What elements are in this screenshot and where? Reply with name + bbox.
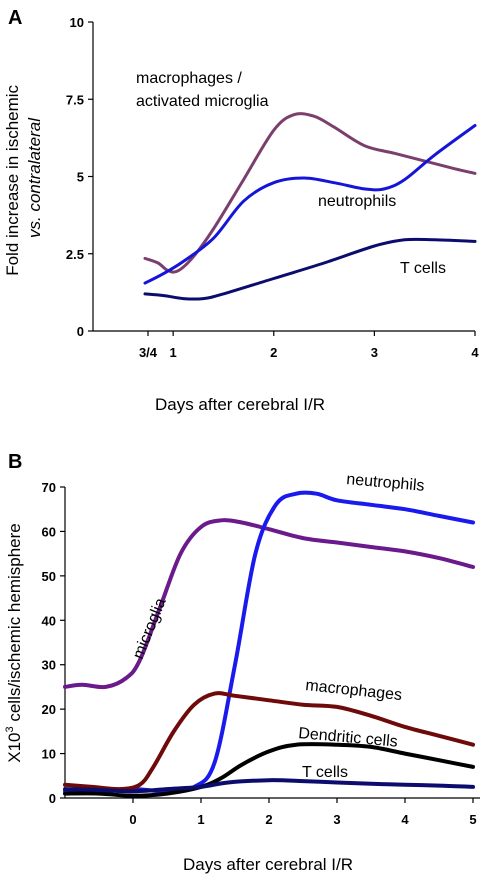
panel-b-label-neutrophils: neutrophils	[346, 471, 425, 495]
y-tick-label: 0	[49, 791, 56, 806]
x-tick-label: 2	[265, 812, 272, 827]
panel-b-x-ticks: 0 1 2 3 4 5	[129, 798, 477, 827]
panel-a-y-axis-title-line1: Fold increase in ischemic	[3, 84, 22, 275]
panel-a-letter: A	[8, 7, 22, 29]
x-tick-label: 3	[371, 345, 378, 360]
series-line-0	[63, 518, 475, 690]
y-tick-label: 0	[77, 324, 84, 339]
y-tick-label: 7.5	[66, 92, 84, 107]
y-tick-label: 20	[42, 702, 56, 717]
series-line-1	[63, 490, 475, 794]
y-tick-label: 40	[42, 613, 56, 628]
panel-b-y-axis-title-main: X10	[5, 733, 24, 763]
series-line-0	[143, 112, 477, 274]
panel-b-y-axis-title-rest: cells/ischemic hemisphere	[5, 523, 24, 726]
x-tick-label: 3	[333, 812, 340, 827]
y-tick-label: 2.5	[66, 247, 84, 262]
panel-b-y-ticks: 0 10 20 30 40 50 60 70	[42, 480, 65, 806]
panel-b-x-axis-title: Days after cerebral I/R	[183, 855, 353, 874]
y-tick-label: 5	[77, 170, 84, 185]
y-tick-label: 50	[42, 569, 56, 584]
series-line-2	[63, 691, 475, 792]
series-line-1	[143, 124, 477, 285]
panel-b-letter: B	[8, 451, 22, 473]
y-tick-label: 70	[42, 480, 56, 495]
x-tick-label: 4	[471, 345, 479, 360]
panel-b-y-axis-title: X103 cells/ischemic hemisphere	[4, 523, 24, 763]
panel-a-x-axis-title: Days after cerebral I/R	[155, 395, 325, 414]
panel-b-y-axis-title-sup: 3	[4, 726, 16, 732]
y-tick-label: 60	[42, 524, 56, 539]
y-tick-label: 10	[42, 747, 56, 762]
panel-a-y-ticks: 0 2.5 5 7.5 10	[66, 15, 93, 339]
panel-b-label-t-cells: T cells	[302, 764, 348, 781]
panel-a-y-axis-title-line2: vs. contralateral	[25, 117, 44, 238]
panel-a: 0 2.5 5 7.5 10 3/4 1 2 3 4 Days after cerebral I…	[3, 15, 479, 414]
series-line-4	[63, 778, 475, 794]
series-line-2	[143, 237, 477, 301]
panel-a-series	[143, 112, 477, 301]
panel-b-label-macrophages: macrophages	[305, 677, 403, 704]
panel-b: 0 10 20 30 40 50 60 70 0 1 2 3 4 5 Days after cerebr…	[4, 471, 480, 874]
panel-a-label-macrophages-line1: macrophages /	[136, 70, 242, 87]
x-tick-label: 0	[129, 812, 136, 827]
panel-a-x-ticks: 3/4 1 2 3 4	[139, 331, 479, 360]
x-tick-label: 5	[469, 812, 476, 827]
panel-a-label-neutrophils: neutrophils	[318, 193, 396, 210]
panel-a-label-macrophages-line2: activated microglia	[136, 93, 269, 110]
panel-a-label-t-cells: T cells	[400, 260, 446, 277]
x-tick-label: 2	[270, 345, 277, 360]
x-tick-label: 3/4	[139, 345, 158, 360]
panel-b-series	[63, 490, 475, 798]
x-tick-label: 1	[197, 812, 204, 827]
x-tick-label: 4	[401, 812, 409, 827]
panel-a-y-axis-title: Fold increase in ischemic vs. contralate…	[3, 80, 44, 276]
series-line-3	[63, 742, 475, 798]
x-tick-label: 1	[170, 345, 177, 360]
y-tick-label: 10	[70, 15, 84, 30]
panel-b-label-microglia: microglia	[130, 596, 170, 662]
y-tick-label: 30	[42, 658, 56, 673]
